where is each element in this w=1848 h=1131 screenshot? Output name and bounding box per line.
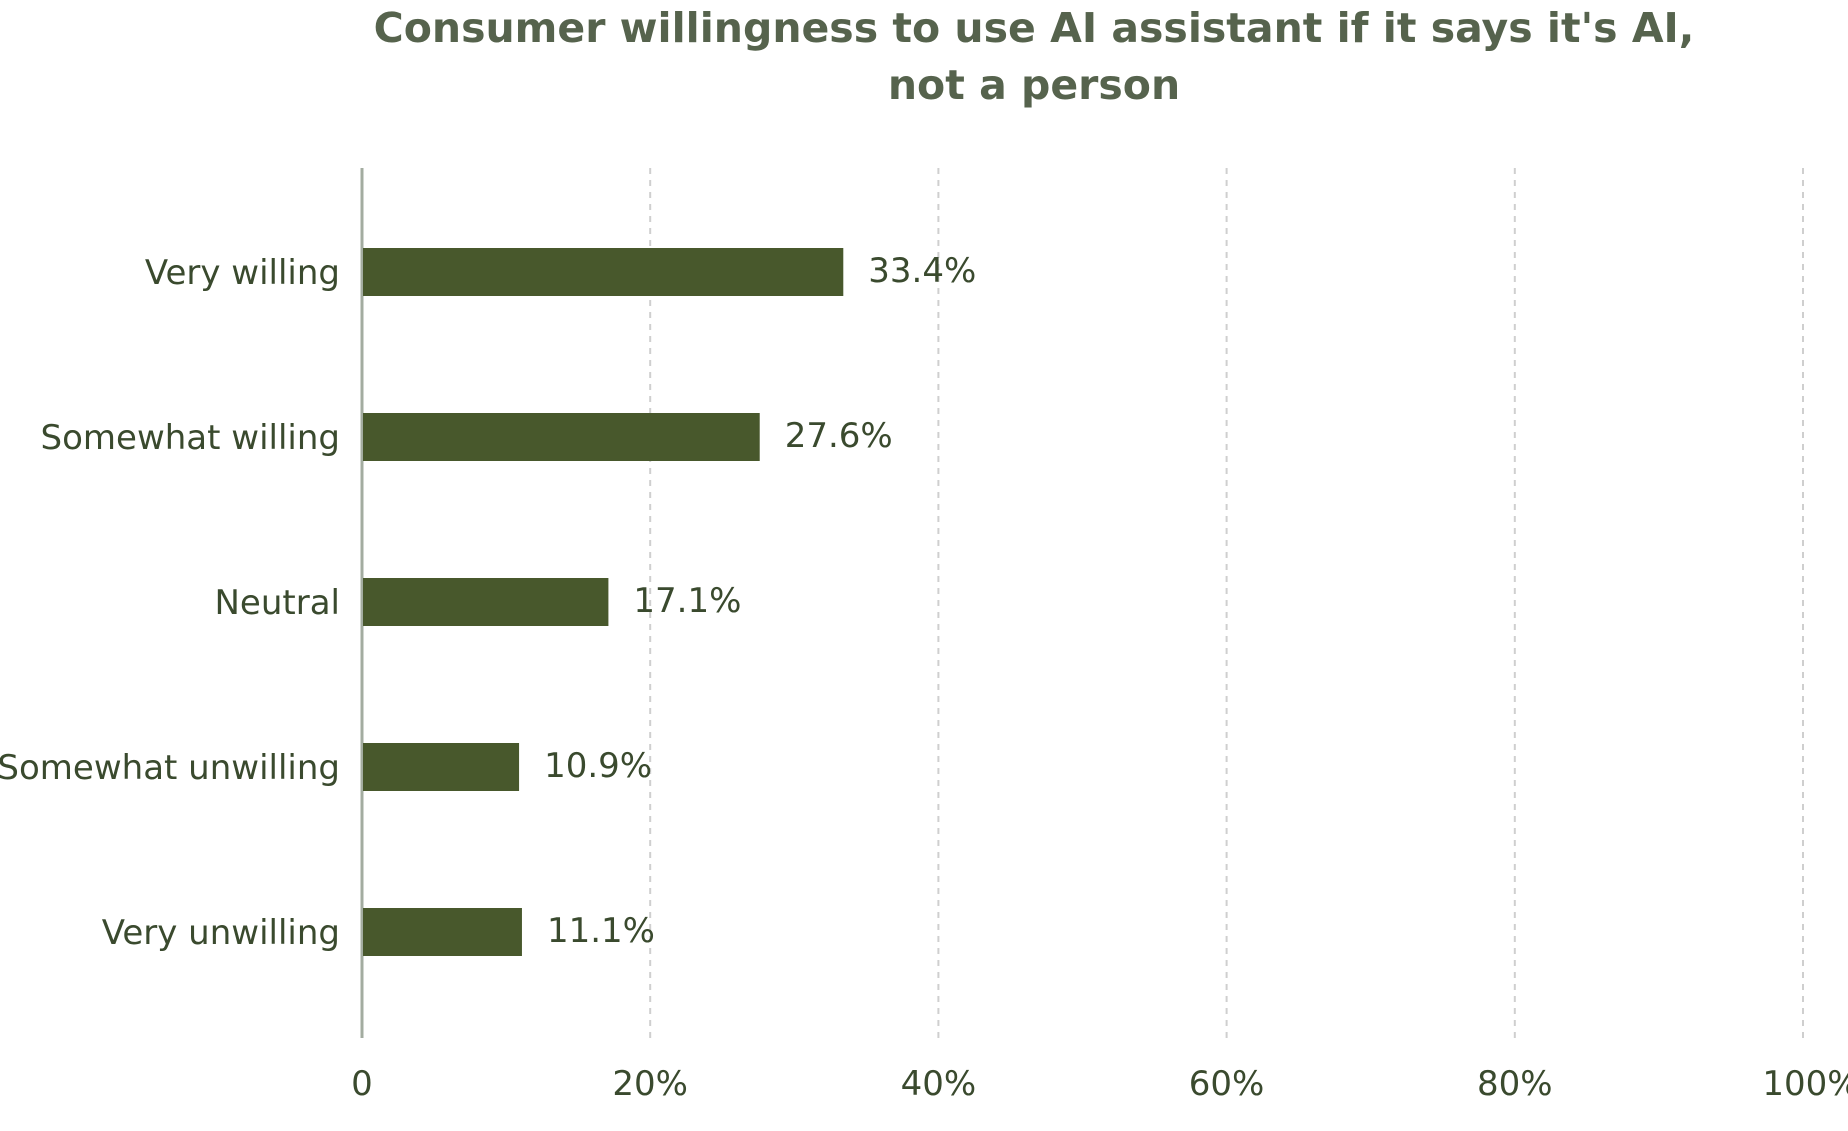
bar-2: [363, 578, 609, 626]
bar-0: [363, 248, 844, 296]
value-label-3: 10.9%: [544, 746, 652, 786]
category-label-2: Neutral: [215, 583, 341, 623]
x-tick-label-3: 60%: [1189, 1064, 1265, 1104]
chart-title: Consumer willingness to use AI assistant…: [0, 0, 1848, 114]
bar-4: [363, 908, 522, 956]
gridlines: [649, 168, 1804, 1038]
x-axis-ticks: 0 20% 40% 60% 80% 100%: [351, 1064, 1848, 1104]
x-tick-label-4: 80%: [1477, 1064, 1553, 1104]
bar-3: [363, 743, 520, 791]
bar-1: [363, 413, 760, 461]
labels: Very willing 33.4% Somewhat willing 27.6% Ne…: [0, 251, 976, 953]
bars: [363, 248, 844, 956]
category-label-1: Somewhat willing: [41, 418, 340, 458]
category-label-0: Very willing: [145, 253, 340, 293]
value-label-1: 27.6%: [785, 416, 893, 456]
value-label-0: 33.4%: [868, 251, 976, 291]
value-label-2: 17.1%: [633, 581, 741, 621]
x-tick-label-2: 40%: [901, 1064, 977, 1104]
x-tick-label-5: 100%: [1762, 1064, 1848, 1104]
value-label-4: 11.1%: [547, 911, 655, 951]
x-tick-label-1: 20%: [612, 1064, 688, 1104]
category-label-3: Somewhat unwilling: [0, 748, 340, 788]
x-tick-label-0: 0: [351, 1064, 373, 1104]
chart-title-line-2: not a person: [887, 61, 1181, 109]
chart-title-line-1: Consumer willingness to use AI assistant…: [373, 4, 1695, 52]
category-label-4: Very unwilling: [102, 913, 340, 953]
